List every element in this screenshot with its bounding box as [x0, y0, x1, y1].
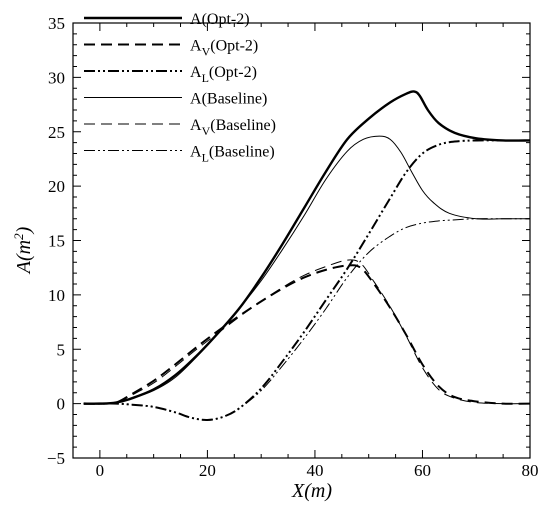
plot-border: [72, 22, 531, 459]
y-tick-label: 20: [48, 177, 65, 196]
x-tick-label: 40: [306, 461, 323, 480]
legend-label-av-baseline: AV(Baseline): [190, 117, 276, 138]
y-axis-title: A(m2): [11, 226, 35, 275]
series-line-al-baseline: [83, 218, 530, 421]
y-tick-label: 0: [57, 395, 66, 414]
legend: A(Opt-2) AV(Opt-2) AL(Opt-2) A(Baseline) AV(…: [84, 11, 276, 165]
legend-label-al-baseline: AL(Baseline): [190, 144, 275, 165]
plot-frame: [72, 22, 531, 459]
y-tick-label: 5: [57, 340, 66, 359]
legend-label-a-opt2: A(Opt-2): [190, 11, 250, 28]
legend-label-a-baseline: A(Baseline): [190, 91, 267, 108]
x-tick-label: 0: [96, 461, 105, 480]
series-layer: [83, 90, 531, 421]
x-tick-label: 20: [199, 461, 216, 480]
legend-label-al-opt2: AL(Opt-2): [190, 64, 257, 85]
y-tick-label: 10: [48, 286, 65, 305]
x-tick-label: 80: [522, 461, 539, 480]
y-tick-label: 25: [48, 123, 65, 142]
legend-label-av-opt2: AV(Opt-2): [190, 38, 258, 59]
ticks-layer: 0 20 40 60 80 −5 0 5 10 15 20 25 30 35: [47, 14, 539, 480]
y-tick-label: 30: [48, 68, 65, 87]
series-line-av-baseline: [83, 259, 531, 405]
series-line-a-opt2: [83, 90, 531, 405]
series-line-al-opt2: [83, 139, 530, 421]
series-line-a-baseline: [83, 135, 530, 405]
y-tick-label: 35: [48, 14, 65, 33]
x-tick-label: 60: [414, 461, 431, 480]
x-axis-title: X(m): [291, 480, 332, 502]
y-tick-label: −5: [47, 449, 65, 468]
series-line-av-opt2: [83, 264, 531, 405]
y-tick-label: 15: [48, 232, 65, 251]
axis-titles: X(m) A(m2): [11, 226, 332, 502]
